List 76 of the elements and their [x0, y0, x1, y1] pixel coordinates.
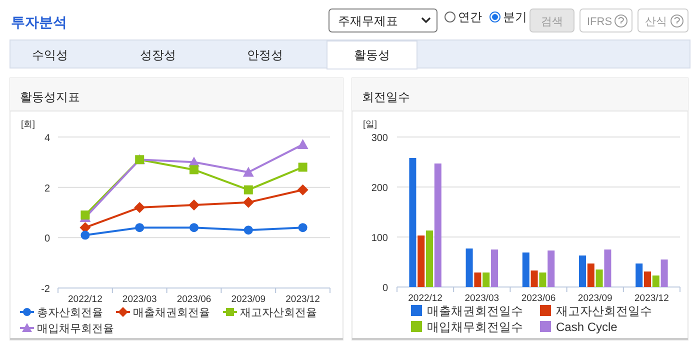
point [80, 230, 90, 240]
x-tick-label: 2023/12 [634, 293, 669, 304]
y-tick-label: 4 [44, 133, 50, 144]
text: 검색 [541, 16, 563, 28]
bar [434, 164, 442, 287]
x-tick-label: 2023/09 [231, 294, 266, 305]
bar [522, 252, 530, 287]
point [134, 202, 146, 213]
x-tick-label: 2022/12 [68, 294, 102, 305]
bar [539, 272, 546, 287]
text: 안정성 [247, 48, 283, 62]
text: 분기 [503, 10, 527, 24]
point [297, 139, 308, 150]
bar [644, 272, 651, 287]
bar [579, 256, 586, 287]
text: 연간 [458, 10, 482, 24]
point [242, 196, 254, 208]
bar [426, 230, 433, 287]
bar [409, 158, 416, 287]
y-tick-label: 100 [371, 233, 388, 244]
y-axis-title: [일] [363, 119, 378, 129]
text: 투자분석 [11, 14, 67, 30]
legend-label: 총자산회전율 [37, 307, 103, 319]
x-tick-label: 2023/03 [122, 294, 157, 305]
point [297, 184, 308, 196]
bar [474, 272, 482, 287]
text: 성장성 [140, 48, 176, 62]
point [190, 223, 198, 232]
bar [652, 276, 660, 287]
legend-label: 매출채권회전율 [133, 307, 210, 319]
legend-label: 재고자산회전일수 [556, 304, 652, 318]
x-tick-label: 2023/03 [464, 293, 500, 304]
y-tick-label: 2 [44, 183, 50, 194]
point [190, 165, 198, 174]
chart-title: 회전일수 [362, 90, 410, 104]
text: 주재무제표 [338, 14, 398, 28]
legend-label: 매입채무회전율 [37, 323, 114, 335]
text: IFRS [587, 16, 612, 28]
y-tick-label: 200 [371, 183, 388, 194]
text: 수익성 [32, 48, 68, 62]
bar [418, 236, 425, 287]
bar [660, 260, 668, 287]
y-tick-label: 0 [44, 234, 50, 245]
x-tick-label: 2023/06 [521, 293, 556, 304]
bar [482, 272, 490, 287]
point [298, 162, 308, 172]
bar [587, 264, 594, 287]
bar [491, 250, 498, 287]
x-tick-label: 2023/12 [286, 294, 320, 305]
point [244, 226, 253, 235]
point [80, 210, 90, 220]
legend-label: Cash Cycle [556, 320, 618, 334]
point [244, 185, 253, 194]
x-tick-label: 2023/09 [578, 293, 612, 304]
bar [466, 248, 473, 287]
point [298, 223, 308, 232]
legend-label: 재고자산회전율 [240, 307, 317, 319]
x-tick-label: 2022/12 [408, 293, 442, 304]
y-axis-title: [회] [21, 119, 36, 129]
bar [636, 264, 643, 287]
point [188, 199, 200, 210]
y-tick-label: 0 [382, 283, 388, 294]
bar [530, 270, 538, 287]
bar [604, 250, 612, 287]
y-tick-label: 300 [371, 133, 388, 144]
text: 산식 [645, 16, 667, 28]
x-tick-label: 2023/06 [176, 294, 212, 305]
bar [548, 250, 555, 287]
bar [596, 270, 603, 287]
point [242, 166, 254, 177]
text: 활동성 [354, 48, 390, 62]
chart-title: 활동성지표 [20, 90, 80, 104]
point [135, 223, 144, 232]
y-tick-label: -2 [41, 284, 50, 295]
legend-label: 매출채권회전일수 [427, 304, 523, 318]
legend-label: 매입채무회전일수 [427, 320, 523, 334]
